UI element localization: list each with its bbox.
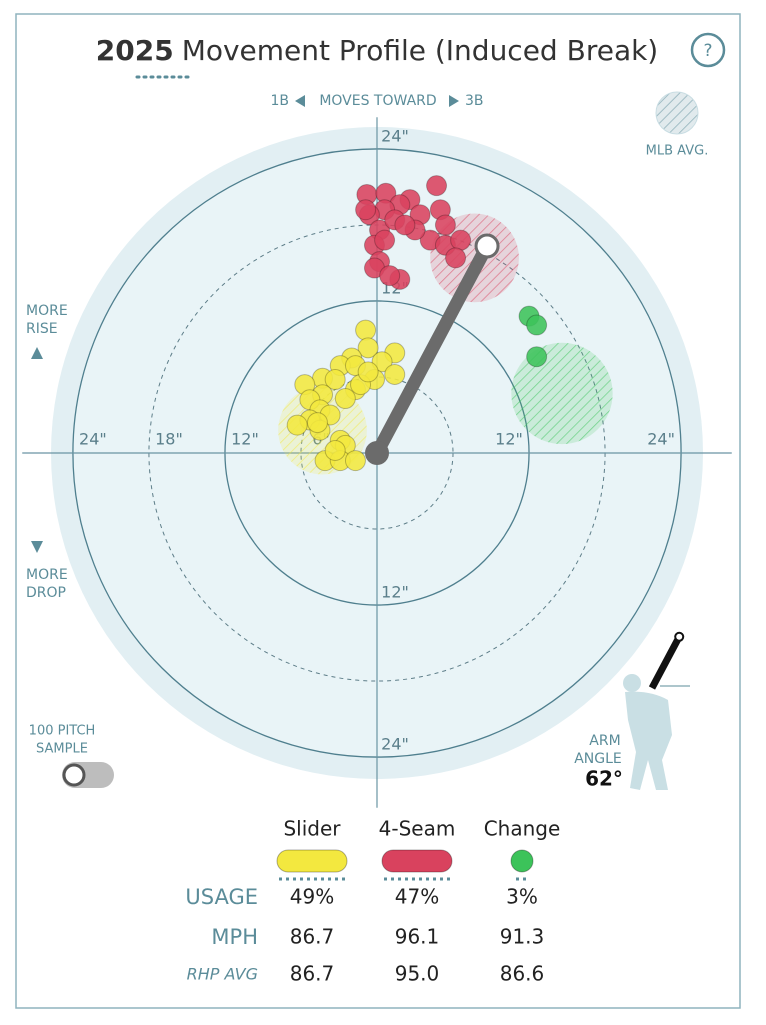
mlb-average bbox=[511, 342, 613, 445]
pitch bbox=[334, 388, 356, 410]
table-value: 86.6 bbox=[500, 962, 545, 986]
pitch bbox=[357, 337, 379, 359]
arm-angle-value: 62° bbox=[585, 767, 623, 791]
legend-swatch bbox=[510, 849, 534, 873]
arm-angle-tip bbox=[474, 233, 500, 259]
rise-arrow bbox=[31, 347, 43, 359]
arrow-left bbox=[295, 95, 305, 107]
table-value: 96.1 bbox=[395, 925, 440, 949]
pitcher-arm bbox=[648, 635, 683, 690]
x-tick-label: 24" bbox=[79, 430, 107, 449]
drop-arrow bbox=[31, 541, 43, 553]
arrow-right bbox=[449, 95, 459, 107]
table-value: 47% bbox=[395, 885, 439, 909]
table-value: 49% bbox=[290, 885, 334, 909]
pitcher-body bbox=[625, 691, 672, 790]
sample-label: 100 PITCH bbox=[29, 724, 96, 739]
pitch bbox=[355, 199, 377, 221]
title: 2025 Movement Profile (Induced Break) bbox=[96, 34, 658, 67]
arm-angle-label: ARM bbox=[589, 733, 620, 749]
drop-label: MORE bbox=[26, 567, 68, 583]
x-tick-label: 12" bbox=[231, 430, 259, 449]
x-tick-label: 24" bbox=[647, 430, 675, 449]
title-text: Movement Profile (Induced Break) bbox=[182, 34, 659, 67]
pitch bbox=[371, 351, 393, 373]
table-value: 86.7 bbox=[290, 925, 335, 949]
pitch bbox=[394, 214, 416, 236]
pitcher-figure bbox=[623, 674, 672, 790]
pitch bbox=[445, 247, 467, 269]
drop-label: DROP bbox=[26, 585, 66, 601]
pitch bbox=[355, 319, 377, 341]
direction-left: 1B bbox=[270, 93, 289, 109]
table-value: 86.7 bbox=[290, 962, 335, 986]
pitch bbox=[526, 314, 548, 336]
table-value: 3% bbox=[506, 885, 538, 909]
x-tick-label: 18" bbox=[155, 430, 183, 449]
legend-name: 4-Seam bbox=[379, 817, 456, 841]
pitch bbox=[286, 414, 308, 436]
rise-label: MORE bbox=[26, 303, 68, 319]
pitch bbox=[324, 439, 346, 461]
pitch bbox=[526, 346, 548, 368]
row-label: MPH bbox=[211, 925, 258, 949]
arm-angle-line bbox=[370, 239, 494, 460]
direction-right: 3B bbox=[465, 93, 484, 109]
arm-angle-pivot bbox=[365, 441, 389, 465]
table-value: 91.3 bbox=[500, 925, 545, 949]
avg-legend-icon bbox=[655, 91, 699, 135]
pitch bbox=[357, 361, 379, 383]
pitcher-hand bbox=[674, 631, 685, 642]
x-tick-label: 12" bbox=[495, 430, 523, 449]
help-button[interactable]: ? bbox=[690, 32, 726, 68]
pitch bbox=[344, 450, 366, 472]
pitcher-head bbox=[623, 674, 641, 692]
pitch bbox=[306, 412, 328, 434]
sample-toggle[interactable] bbox=[62, 762, 114, 788]
help-circle[interactable] bbox=[690, 32, 726, 68]
legend-swatch bbox=[276, 849, 348, 873]
legend-swatch bbox=[381, 849, 453, 873]
legend-name: Change bbox=[484, 817, 561, 841]
direction-center: MOVES TOWARD bbox=[319, 93, 436, 109]
y-tick-label: 24" bbox=[381, 126, 409, 145]
toggle-knob[interactable] bbox=[62, 763, 86, 787]
rise-label: RISE bbox=[26, 321, 58, 337]
pitch bbox=[379, 265, 401, 287]
y-tick-label: 12" bbox=[381, 583, 409, 602]
row-label: USAGE bbox=[185, 885, 258, 909]
arm-angle-label: ANGLE bbox=[574, 751, 622, 767]
legend-name: Slider bbox=[283, 817, 341, 841]
sample-label: SAMPLE bbox=[36, 742, 88, 757]
pitch bbox=[434, 214, 456, 236]
pitch bbox=[450, 229, 472, 251]
table-value: 95.0 bbox=[395, 962, 440, 986]
pitch bbox=[374, 229, 396, 251]
pitch bbox=[426, 175, 448, 197]
avg-legend-label: MLB AVG. bbox=[646, 144, 709, 159]
title-year: 2025 bbox=[96, 34, 174, 67]
help-text[interactable]: ? bbox=[703, 41, 712, 61]
pitch bbox=[324, 369, 346, 391]
row-label: RHP AVG bbox=[187, 965, 258, 984]
y-tick-label: 24" bbox=[381, 735, 409, 754]
pitch bbox=[384, 363, 406, 385]
